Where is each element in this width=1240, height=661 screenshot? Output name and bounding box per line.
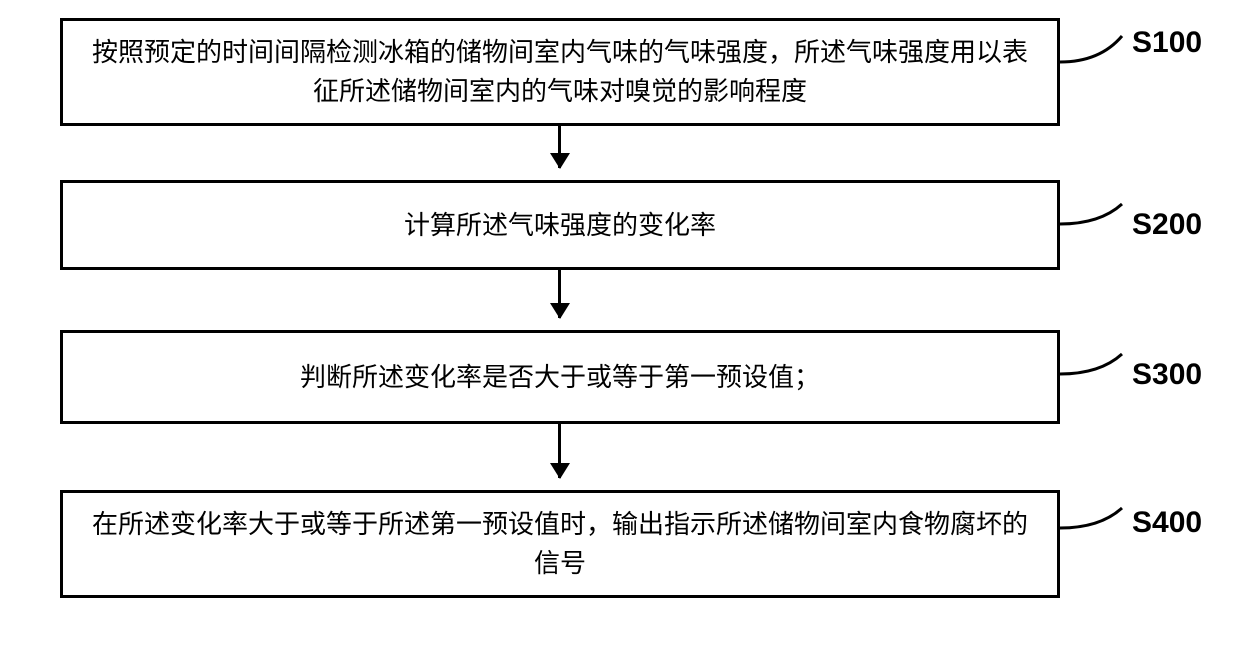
connector-s100 xyxy=(1060,32,1140,72)
step-text: 在所述变化率大于或等于所述第一预设值时，输出指示所述储物间室内食物腐坏的信号 xyxy=(83,505,1037,583)
step-box-s300: 判断所述变化率是否大于或等于第一预设值； xyxy=(60,330,1060,424)
step-box-s200: 计算所述气味强度的变化率 xyxy=(60,180,1060,270)
step-box-s100: 按照预定的时间间隔检测冰箱的储物间室内气味的气味强度，所述气味强度用以表征所述储… xyxy=(60,18,1060,126)
step-label-s100: S100 xyxy=(1132,26,1202,60)
connector-s400 xyxy=(1060,504,1140,544)
arrow-1 xyxy=(558,126,561,168)
step-text: 判断所述变化率是否大于或等于第一预设值； xyxy=(300,358,820,397)
arrow-2 xyxy=(558,270,561,318)
step-text: 计算所述气味强度的变化率 xyxy=(404,206,716,245)
step-label-s300: S300 xyxy=(1132,358,1202,392)
connector-s200 xyxy=(1060,200,1140,240)
connector-s300 xyxy=(1060,350,1140,390)
step-text: 按照预定的时间间隔检测冰箱的储物间室内气味的气味强度，所述气味强度用以表征所述储… xyxy=(83,33,1037,111)
step-label-s200: S200 xyxy=(1132,208,1202,242)
step-label-s400: S400 xyxy=(1132,506,1202,540)
step-box-s400: 在所述变化率大于或等于所述第一预设值时，输出指示所述储物间室内食物腐坏的信号 xyxy=(60,490,1060,598)
flowchart-canvas: 按照预定的时间间隔检测冰箱的储物间室内气味的气味强度，所述气味强度用以表征所述储… xyxy=(0,0,1240,661)
arrow-3 xyxy=(558,424,561,478)
